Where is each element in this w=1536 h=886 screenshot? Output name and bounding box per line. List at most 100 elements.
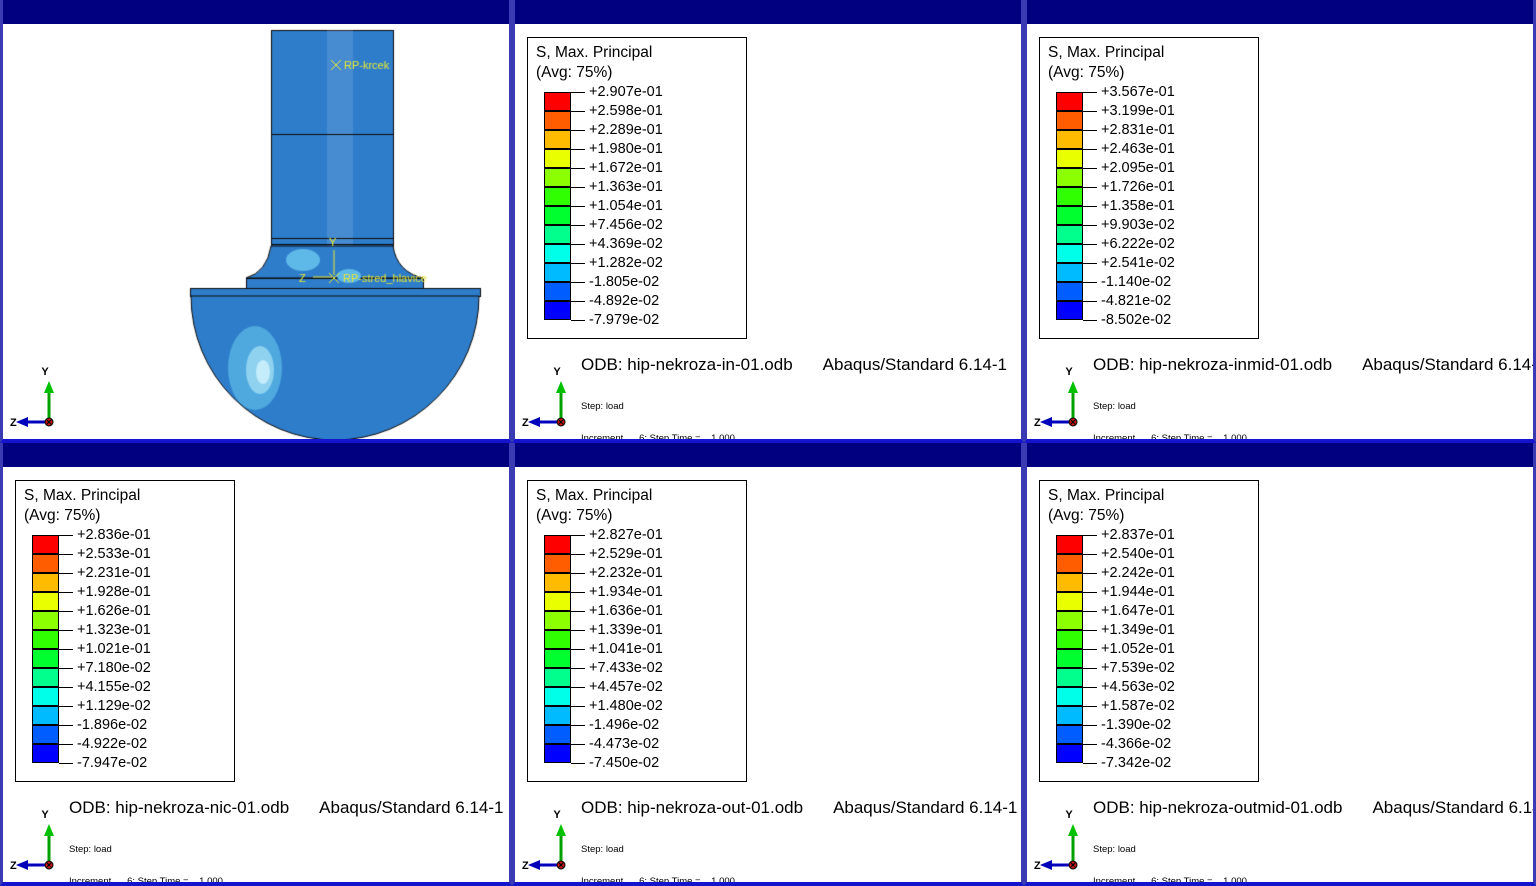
legend-tick xyxy=(59,706,73,707)
state-block: Step: load Increment 6: Step Time = 1.00… xyxy=(69,824,311,882)
triad-z-label: Z xyxy=(522,860,529,872)
viewport-2-titlebar[interactable]: Viewport: 2 ODB: c:/Temp/Abaqus/Kycel-ne… xyxy=(515,0,1021,24)
legend-tick xyxy=(1083,611,1097,612)
legend-tick xyxy=(571,263,585,264)
viewport-4-canvas-area: S, Max. Principal (Avg: 75%) +2.836e-01 +… xyxy=(3,467,509,882)
legend-color-box xyxy=(1056,206,1083,225)
triad-z-label: Z xyxy=(522,417,529,429)
legend-tick xyxy=(571,668,585,669)
legend-color-box xyxy=(544,554,571,573)
legend-color-box xyxy=(1056,111,1083,130)
legend-color-box xyxy=(544,725,571,744)
legend-tick-label: +1.587e-02 xyxy=(1101,698,1175,714)
legend-tick xyxy=(571,763,585,764)
odb-name: ODB: hip-nekroza-out-01.odb xyxy=(581,798,804,817)
legend-color-box xyxy=(544,592,571,611)
legend-tick-label: -4.892e-02 xyxy=(589,293,660,309)
z-axis-arrowhead xyxy=(528,860,540,870)
viewport-window-5: Viewport: 5 ODB: c:/Temp/Abaqus/Kycel-ne… xyxy=(512,443,1024,886)
viewport-1-titlebar[interactable]: Viewport: 1 Model: Model-1 Step: load xyxy=(3,0,509,24)
legend-color-box xyxy=(1056,263,1083,282)
viewport-3-titlebar[interactable]: Viewport: 3 ODB: c:/Temp/Abaqus/Kycel-ne… xyxy=(1027,0,1533,24)
solver-version: Abaqus/Standard 6.14-1 xyxy=(1362,355,1533,374)
legend-color-box xyxy=(544,130,571,149)
legend-color-box xyxy=(544,263,571,282)
legend-tick xyxy=(59,668,73,669)
odb-caption: ODB: hip-nekroza-nic-01.odb Abaqus/Standa… xyxy=(69,798,503,818)
legend-tick-label: +1.626e-01 xyxy=(77,603,151,619)
legend-tick xyxy=(571,592,585,593)
legend-tick-label: +1.647e-01 xyxy=(1101,603,1175,619)
viewport-5-titlebar[interactable]: Viewport: 5 ODB: c:/Temp/Abaqus/Kycel-ne… xyxy=(515,443,1021,467)
y-axis-arrowhead xyxy=(44,824,54,836)
legend-tick xyxy=(571,244,585,245)
legend-tick-label: -4.473e-02 xyxy=(589,736,660,752)
triad-y-label: Y xyxy=(41,809,49,821)
legend-tick-label: +3.199e-01 xyxy=(1101,103,1175,119)
legend-tick-label: +2.095e-01 xyxy=(1101,160,1175,176)
legend-tick-label: +2.836e-01 xyxy=(77,527,151,543)
legend-color-box xyxy=(544,706,571,725)
legend-color-box xyxy=(32,535,59,554)
legend-subtitle: (Avg: 75%) xyxy=(536,64,613,81)
legend-tick-label: +1.363e-01 xyxy=(589,179,663,195)
legend-tick xyxy=(571,649,585,650)
legend-tick xyxy=(59,573,73,574)
odb-name: ODB: hip-nekroza-nic-01.odb xyxy=(69,798,290,817)
legend-tick-label: +7.180e-02 xyxy=(77,660,151,676)
legend-tick-label: +2.541e-02 xyxy=(1101,255,1175,271)
y-axis-arrowhead xyxy=(556,381,566,393)
legend-tick-label: +1.480e-02 xyxy=(589,698,663,714)
model-view-canvas[interactable] xyxy=(3,24,509,439)
legend-tick-label: +1.980e-01 xyxy=(589,141,663,157)
legend-color-box xyxy=(544,744,571,763)
legend-subtitle: (Avg: 75%) xyxy=(24,507,101,524)
orientation-triad: Y Z xyxy=(10,809,54,872)
legend-tick xyxy=(1083,592,1097,593)
legend-tick-label: +4.457e-02 xyxy=(589,679,663,695)
legend-color-box xyxy=(1056,687,1083,706)
state-step: Step: load xyxy=(1093,401,1136,412)
legend-color-box xyxy=(1056,611,1083,630)
orientation-triad: Y Z xyxy=(1034,809,1078,872)
legend-tick-label: +1.052e-01 xyxy=(1101,641,1175,657)
legend-color-box xyxy=(1056,282,1083,301)
odb-caption: ODB: hip-nekroza-inmid-01.odb Abaqus/Stan… xyxy=(1093,355,1533,375)
x-axis-cross xyxy=(45,418,53,426)
legend-tick xyxy=(1083,744,1097,745)
legend-color-box xyxy=(1056,592,1083,611)
legend-tick-label: +4.563e-02 xyxy=(1101,679,1175,695)
legend-tick xyxy=(59,725,73,726)
viewport-6-titlebar[interactable]: Viewport: 6 ODB: c:/Temp/Abaqus/Kycel-ne… xyxy=(1027,443,1533,467)
viewport-window-2: Viewport: 2 ODB: c:/Temp/Abaqus/Kycel-ne… xyxy=(512,0,1024,443)
contour-legend: S, Max. Principal (Avg: 75%) +2.827e-01 +… xyxy=(527,480,747,782)
legend-tick xyxy=(1083,282,1097,283)
state-step: Step: load xyxy=(69,844,112,855)
legend-tick xyxy=(1083,168,1097,169)
y-axis-arrowhead xyxy=(44,381,54,393)
legend-tick xyxy=(59,649,73,650)
legend-tick-label: +1.054e-01 xyxy=(589,198,663,214)
legend-color-box xyxy=(1056,130,1083,149)
triad-z-label: Z xyxy=(1034,417,1041,429)
x-axis-cross xyxy=(45,861,53,869)
legend-color-box xyxy=(1056,649,1083,668)
legend-title: S, Max. Principal xyxy=(1048,44,1165,61)
state-increment: Increment 6: Step Time = 1.000 xyxy=(581,875,735,882)
legend-scale: +3.567e-01 +3.199e-01 +2.831e-01 +2.463e-01… xyxy=(1048,84,1254,328)
legend-color-box xyxy=(544,187,571,206)
viewport-window-3: Viewport: 3 ODB: c:/Temp/Abaqus/Kycel-ne… xyxy=(1024,0,1536,443)
legend-tick xyxy=(1083,149,1097,150)
legend-tick xyxy=(1083,554,1097,555)
legend-color-box xyxy=(32,592,59,611)
legend-tick xyxy=(1083,92,1097,93)
z-axis-arrowhead xyxy=(1040,417,1052,427)
legend-tick xyxy=(571,744,585,745)
legend-color-box xyxy=(1056,168,1083,187)
legend-tick-label: +3.567e-01 xyxy=(1101,84,1175,100)
legend-color-box xyxy=(544,206,571,225)
viewport-4-titlebar[interactable]: Viewport: 4 ODB: c:/Temp/Abaqus/Kycel-ne… xyxy=(3,443,509,467)
state-increment: Increment 6: Step Time = 1.000 xyxy=(1093,875,1247,882)
legend-color-box xyxy=(1056,244,1083,263)
legend-tick xyxy=(59,554,73,555)
